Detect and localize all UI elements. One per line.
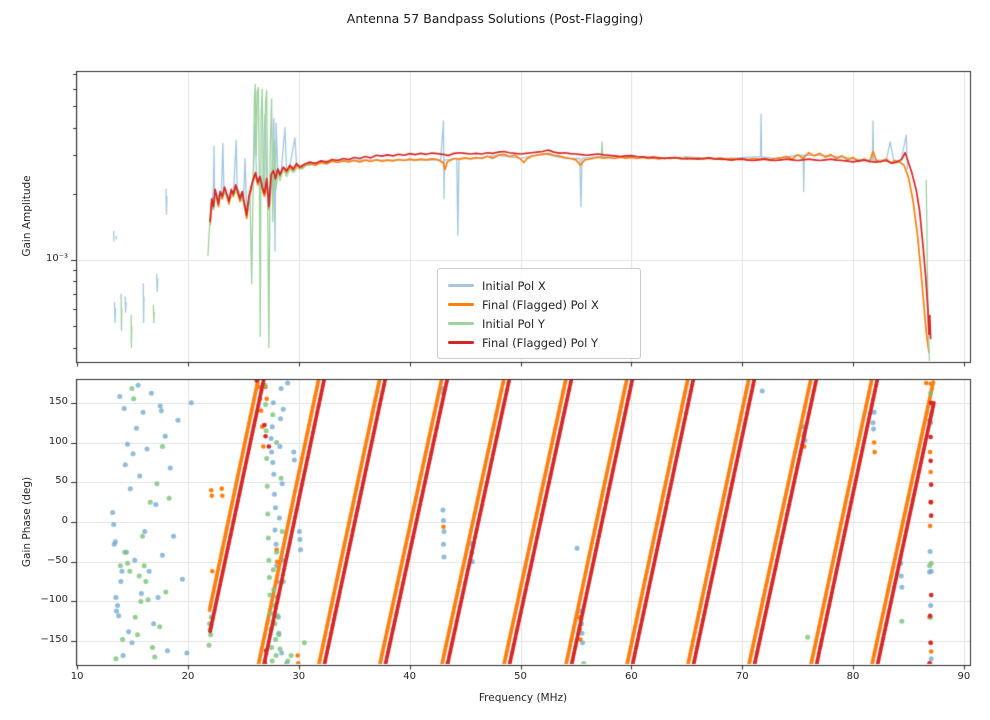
legend-label-initial-pol-x: Initial Pol X [482,278,546,293]
legend-entry-initial-pol-x: Initial Pol X [448,276,630,295]
x-tick-label: 40 [403,671,417,682]
amplitude-y-tick-label: 10⁻³ [45,253,68,264]
phase-y-tick-label: −150 [40,634,68,646]
x-tick-label: 70 [735,671,749,682]
phase-y-tick-label: −100 [40,594,68,606]
amplitude-y-axis-label: Gain Amplitude [21,175,33,257]
phase-y-tick-label: 0 [61,515,68,526]
legend-entry-final-pol-y: Final (Flagged) Pol Y [448,333,630,352]
x-tick-label: 90 [957,671,971,682]
legend-line-sample-initial-pol-x [448,284,474,287]
phase-y-tick-label: 100 [48,435,68,447]
legend-entry-final-pol-x: Final (Flagged) Pol X [448,295,630,314]
x-tick-label: 20 [181,671,195,682]
legend-line-sample-final-pol-x [448,303,474,306]
x-tick-label: 30 [292,671,306,682]
legend-line-sample-final-pol-y [448,341,474,344]
legend-label-final-pol-y: Final (Flagged) Pol Y [482,335,599,350]
legend-label-initial-pol-y: Initial Pol Y [482,316,545,331]
x-tick-label: 10 [70,671,84,682]
phase-y-tick-label: 50 [55,475,68,487]
figure-title: Antenna 57 Bandpass Solutions (Post-Flag… [346,11,644,26]
legend-entry-initial-pol-y: Initial Pol Y [448,314,630,333]
x-tick-label: 80 [846,671,860,682]
legend-label-final-pol-x: Final (Flagged) Pol X [482,297,599,312]
x-tick-label: 60 [624,671,638,682]
phase-y-tick-label: 150 [48,395,68,407]
x-axis-label: Frequency (MHz) [478,692,568,704]
x-tick-label: 50 [514,671,527,682]
phase-y-tick-label: −50 [46,554,68,566]
legend: Initial Pol X Final (Flagged) Pol X Init… [437,268,641,359]
legend-line-sample-initial-pol-y [448,322,474,325]
